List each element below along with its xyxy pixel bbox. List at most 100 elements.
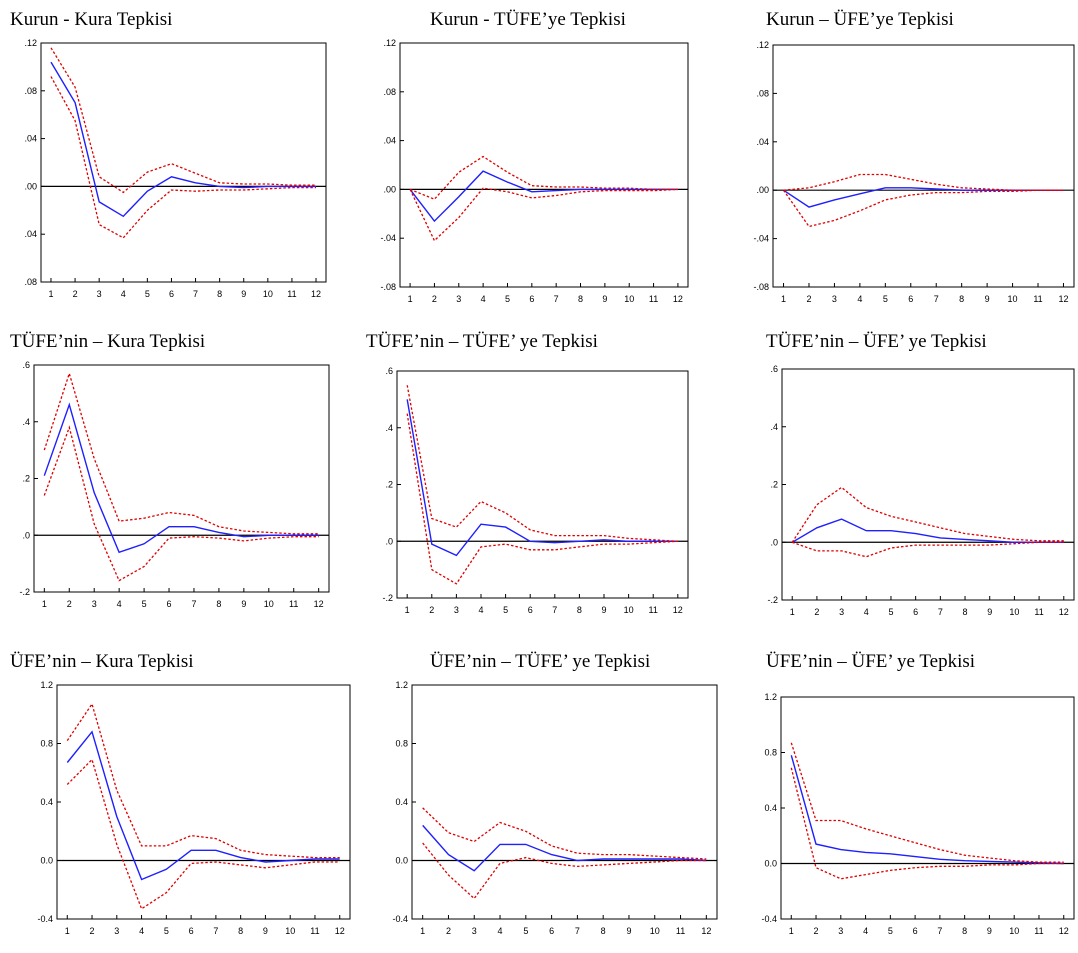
x-tick-label: 4 <box>863 926 868 936</box>
y-tick-label: -.04 <box>753 234 769 244</box>
x-tick-label: 7 <box>193 289 198 299</box>
plot-frame <box>411 684 718 920</box>
plot-frame <box>56 684 351 920</box>
x-tick-label: 6 <box>908 294 913 304</box>
x-tick-label: 6 <box>169 289 174 299</box>
y-tick-label: .0 <box>385 536 393 546</box>
y-tick-label: 1.2 <box>395 680 408 690</box>
y-tick-label: .04 <box>24 229 37 239</box>
irf-panel-3: Kurun – ÜFE’ye Tepkisi .12 .08 .04 .00 -.04 -.… <box>753 9 1075 304</box>
x-tick-label: 11 <box>1033 294 1042 304</box>
x-tick-label: 9 <box>987 926 992 936</box>
x-tick-label: 3 <box>472 926 477 936</box>
x-tick-label: 5 <box>888 607 893 617</box>
y-tick-label: .4 <box>22 417 30 427</box>
lower-band-line <box>409 187 678 242</box>
response-line <box>409 170 678 223</box>
x-tick-label: 1 <box>789 926 794 936</box>
x-tick-label: 10 <box>1009 926 1019 936</box>
x-tick-label: 10 <box>624 605 634 615</box>
x-tick-label: 4 <box>481 294 486 304</box>
x-tick-label: 6 <box>549 926 554 936</box>
irf-panel-5: TÜFE’nin – TÜFE’ ye Tepkisi.6.4.2.0-.21 2… <box>366 331 689 615</box>
x-tick-label: 9 <box>987 607 992 617</box>
upper-band-line <box>791 486 1064 543</box>
x-tick-label: 3 <box>454 605 459 615</box>
x-tick-label: 5 <box>523 926 528 936</box>
x-tick-label: 1 <box>790 607 795 617</box>
y-tick-label: -.2 <box>382 593 393 603</box>
x-tick-label: 8 <box>238 926 243 936</box>
panel-title: TÜFE’nin – ÜFE’ ye Tepkisi <box>766 331 987 352</box>
x-tick-label: 3 <box>114 926 119 936</box>
x-tick-label: 5 <box>164 926 169 936</box>
y-tick-label: .0 <box>770 537 778 547</box>
y-tick-label: 1.2 <box>764 692 777 702</box>
response-line <box>66 730 340 881</box>
y-tick-label: .04 <box>756 137 769 147</box>
x-tick-label: 7 <box>213 926 218 936</box>
lower-band-line <box>43 425 319 582</box>
x-tick-label: 11 <box>1034 607 1043 617</box>
x-tick-label: 9 <box>241 289 246 299</box>
x-tick-label: 12 <box>314 599 324 609</box>
x-tick-label: 12 <box>701 926 711 936</box>
x-tick-label: 4 <box>121 289 126 299</box>
x-tick-label: 6 <box>913 926 918 936</box>
y-tick-label: .4 <box>385 423 393 433</box>
x-tick-label: 11 <box>1034 926 1043 936</box>
x-tick-label: 7 <box>937 926 942 936</box>
upper-band-line <box>50 47 316 194</box>
irf-panel-1: Kurun - Kura Tepkisi.12.08.04.00.04.081 2… <box>10 9 327 299</box>
x-tick-label: 6 <box>913 607 918 617</box>
y-tick-label: -0.4 <box>392 914 408 924</box>
x-tick-label: 6 <box>528 605 533 615</box>
x-tick-label: 4 <box>478 605 483 615</box>
plot-frame <box>772 44 1075 288</box>
x-tick-label: 11 <box>676 926 685 936</box>
lower-band-line <box>790 767 1064 880</box>
irf-panel-2: Kurun - TÜFE’ye Tepkisi .12 .08 .04 .00 -.04 -… <box>380 9 689 304</box>
irf-panel-4: TÜFE’nin – Kura Tepkisi.6.4.2.0-.21 2 3 4 5 6… <box>10 331 330 609</box>
x-tick-label: 4 <box>864 607 869 617</box>
y-tick-label: -.08 <box>753 282 769 292</box>
x-tick-label: 10 <box>1008 294 1018 304</box>
x-tick-label: 8 <box>959 294 964 304</box>
x-tick-label: 12 <box>311 289 321 299</box>
y-tick-label: .4 <box>770 422 778 432</box>
y-tick-label: .6 <box>22 360 30 370</box>
x-tick-label: 1 <box>405 605 410 615</box>
x-tick-label: 4 <box>117 599 122 609</box>
x-tick-label: 3 <box>838 926 843 936</box>
y-tick-label: -.04 <box>380 233 396 243</box>
x-tick-label: 2 <box>446 926 451 936</box>
lower-band-line <box>791 541 1064 558</box>
irf-panel-9: ÜFE’nin – ÜFE’ ye Tepkisi 1.2 0.8 0.4 0.0 -0.… <box>761 651 1075 936</box>
x-tick-label: 12 <box>1058 294 1068 304</box>
panel-title: Kurun - TÜFE’ye Tepkisi <box>430 9 626 30</box>
panel-title: Kurun - Kura Tepkisi <box>10 9 172 30</box>
y-tick-label: 1.2 <box>40 680 53 690</box>
x-tick-label: 1 <box>408 294 413 304</box>
x-tick-label: 10 <box>1009 607 1019 617</box>
y-tick-label: .00 <box>24 181 37 191</box>
x-tick-label: 4 <box>498 926 503 936</box>
x-tick-label: 10 <box>624 294 634 304</box>
x-tick-label: 8 <box>578 294 583 304</box>
x-tick-label: 5 <box>888 926 893 936</box>
x-tick-label: 9 <box>602 294 607 304</box>
x-tick-label: 1 <box>781 294 786 304</box>
x-tick-label: 7 <box>938 607 943 617</box>
x-tick-label: 5 <box>145 289 150 299</box>
y-tick-label: .00 <box>756 185 769 195</box>
x-tick-label: 1 <box>65 926 70 936</box>
plot-frame <box>33 364 330 593</box>
x-tick-label: 9 <box>241 599 246 609</box>
x-tick-label: 5 <box>142 599 147 609</box>
x-tick-label: 7 <box>934 294 939 304</box>
panel-title: ÜFE’nin – TÜFE’ ye Tepkisi <box>430 651 650 672</box>
x-tick-label: 12 <box>1059 607 1069 617</box>
y-tick-label: .6 <box>770 364 778 374</box>
x-tick-label: 6 <box>529 294 534 304</box>
